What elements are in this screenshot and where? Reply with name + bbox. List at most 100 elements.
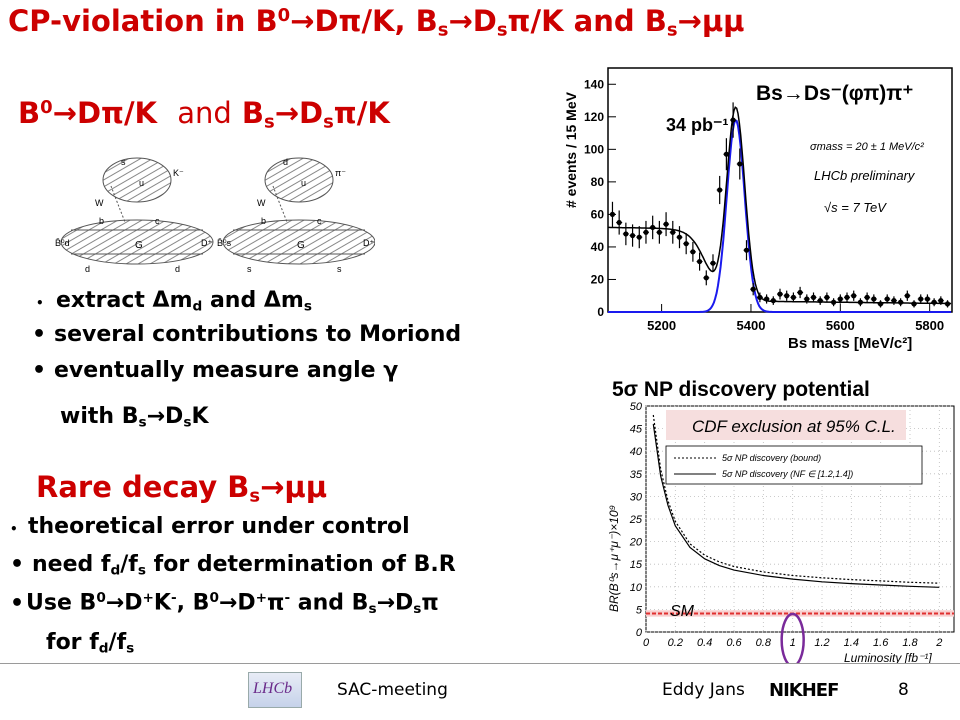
nikhef-logo: NIKHEF xyxy=(769,680,839,701)
data-point xyxy=(924,296,931,302)
mass-ytick-label: 40 xyxy=(591,240,605,254)
np-legend xyxy=(665,445,923,485)
np-ytick-label: 25 xyxy=(629,514,643,526)
data-point xyxy=(784,293,790,299)
section-heading-rare-decay: Rare decay Bs→μμ xyxy=(36,470,328,507)
sigma-label: σmass = 20 ± 1 MeV/c² xyxy=(810,141,924,153)
np-ytick-label: 5 xyxy=(636,604,643,616)
np-ytick-label: 35 xyxy=(630,469,643,481)
mass-plot-xlabel: Bs mass [MeV/c²] xyxy=(788,335,912,352)
data-point xyxy=(871,296,877,302)
np-xtick-label: 0 xyxy=(643,637,650,649)
svg-text:b: b xyxy=(261,216,266,226)
data-point xyxy=(723,151,729,157)
data-point xyxy=(609,211,616,217)
data-point xyxy=(636,234,642,240)
np-bound-curve xyxy=(652,414,940,584)
data-point xyxy=(817,298,823,304)
lumi-label: 34 pb⁻¹ xyxy=(666,115,729,135)
data-point xyxy=(831,299,837,305)
np-xtick-label: 0.6 xyxy=(726,637,742,649)
svg-text:W: W xyxy=(257,198,266,208)
data-point xyxy=(656,229,662,235)
np-ytick-label: 45 xyxy=(630,424,643,436)
data-point xyxy=(790,294,797,300)
data-point xyxy=(777,291,783,297)
np-nf-curve xyxy=(652,424,940,588)
data-point xyxy=(837,296,843,302)
highlight-ellipse xyxy=(780,612,805,664)
data-point xyxy=(877,301,884,307)
sm-label: SM xyxy=(670,603,695,620)
data-point xyxy=(670,229,676,235)
data-point xyxy=(824,294,830,300)
bullet-need-fdfs: • need fd/fs for determination of B.R xyxy=(10,552,456,579)
data-point xyxy=(623,231,629,237)
data-point xyxy=(918,296,924,302)
footer-divider xyxy=(0,663,960,664)
bullet-angle-gamma: • eventually measure angle γ xyxy=(32,358,399,383)
data-point xyxy=(683,241,689,247)
bullet-extract-dm: • extract Δmd and Δms xyxy=(36,288,312,315)
np-xtick-label: 0.4 xyxy=(697,637,712,649)
legend-bound: 5σ NP discovery (bound) xyxy=(722,453,821,463)
np-xtick-label: 1 xyxy=(790,637,796,649)
bullet-theory-error: • theoretical error under control xyxy=(10,514,410,539)
data-point xyxy=(857,299,864,305)
mass-ytick-label: 120 xyxy=(584,110,604,124)
lhcb-logo: LHCb xyxy=(248,672,302,708)
svg-text:s: s xyxy=(247,264,252,274)
data-point xyxy=(851,293,857,299)
data-point xyxy=(717,187,723,193)
data-point xyxy=(650,224,656,231)
cdf-exclusion-label: CDF exclusion at 95% C.L. xyxy=(692,417,896,436)
cdf-exclusion-band xyxy=(666,410,906,440)
svg-text:d: d xyxy=(283,157,288,167)
svg-text:s: s xyxy=(121,157,126,167)
svg-text:b: b xyxy=(99,216,104,226)
svg-text:B̄⁰d: B̄⁰d xyxy=(55,238,70,248)
data-point xyxy=(757,294,763,300)
data-point xyxy=(904,293,910,299)
page-number: 8 xyxy=(898,680,909,700)
data-point xyxy=(710,260,716,266)
bullet-with-bs-dsk: with Bs→DsK xyxy=(60,404,209,431)
bs-mass-plot: 0 20 40 60 80 100 120 140 5200 5400 5600 5800 Bs→Ds… xyxy=(563,67,953,352)
footer-meeting: SAC-meeting xyxy=(337,680,448,700)
mass-xtick-label: 5600 xyxy=(826,318,855,333)
data-point xyxy=(737,161,743,167)
data-point xyxy=(743,247,750,253)
data-point xyxy=(690,249,696,255)
svg-text:u: u xyxy=(139,178,144,188)
data-point xyxy=(891,298,897,304)
svg-text:s: s xyxy=(337,264,342,274)
preliminary-label: LHCb preliminary xyxy=(814,168,916,183)
mass-plot-ylabel: # events / 15 MeV xyxy=(563,91,579,208)
data-point xyxy=(944,301,951,307)
signal-fit-curve xyxy=(608,118,952,313)
bullet-moriond: • several contributions to Moriond xyxy=(32,322,462,347)
mass-xtick-label: 5400 xyxy=(737,318,766,333)
np-ytick-label: 0 xyxy=(636,627,643,639)
svg-text:G: G xyxy=(297,240,305,251)
svg-text:c: c xyxy=(317,216,322,226)
np-plot-xlabel: Luminosity [fb⁻¹] xyxy=(844,651,932,664)
data-point xyxy=(770,298,776,304)
svg-text:d: d xyxy=(85,264,90,274)
data-point xyxy=(810,294,817,300)
data-point xyxy=(676,234,683,240)
data-point xyxy=(696,258,703,265)
section-heading-hadronic: B0→Dπ/K and Bs→Dsπ/K xyxy=(18,96,390,133)
np-xtick-label: 1.6 xyxy=(873,637,889,649)
energy-label: √s = 7 TeV xyxy=(824,200,887,215)
svg-text:π⁻: π⁻ xyxy=(335,168,346,178)
svg-text:D⁺: D⁺ xyxy=(201,238,212,248)
np-xtick-label: 0.8 xyxy=(756,637,772,649)
np-xtick-label: 1.4 xyxy=(844,637,859,649)
mass-ytick-label: 0 xyxy=(597,305,604,319)
channel-label: Bs→Ds⁻(φπ)π⁺ xyxy=(756,82,913,105)
np-xtick-label: 2 xyxy=(935,637,942,649)
np-ytick-label: 15 xyxy=(630,559,643,571)
svg-text:B̄⁰s: B̄⁰s xyxy=(217,238,232,248)
data-point xyxy=(898,299,904,305)
